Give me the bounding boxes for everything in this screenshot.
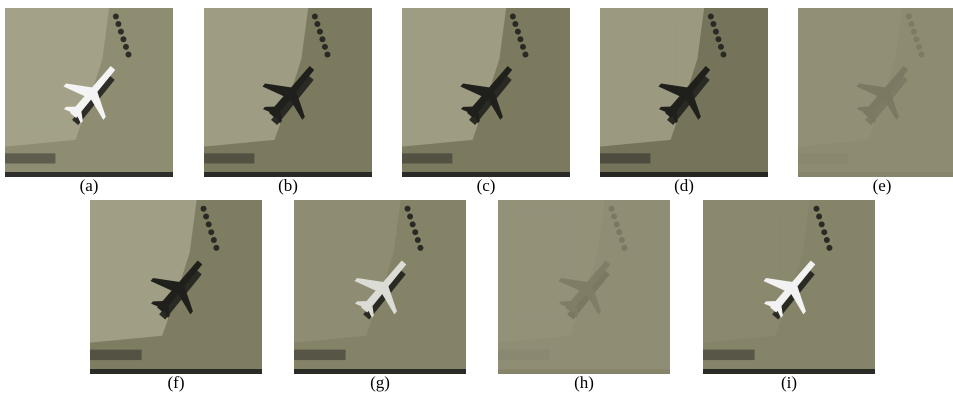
panel-label: (f): [168, 373, 185, 392]
panel-image: [5, 8, 173, 177]
panel-image: [703, 200, 875, 374]
vehicle-dot: [614, 221, 620, 227]
vehicle-dot: [322, 44, 328, 50]
vehicle-dot: [814, 206, 820, 212]
panel-label: (b): [278, 176, 298, 195]
vehicle-dot: [826, 245, 832, 251]
vehicle-dot: [715, 36, 721, 42]
panel-image: [294, 200, 466, 374]
vehicle-dot: [819, 221, 825, 227]
vehicle-dot: [713, 29, 719, 35]
vehicle-dot: [417, 245, 423, 251]
vehicle-dot: [720, 51, 726, 57]
vehicle-dot: [125, 51, 131, 57]
vehicle-dot: [118, 29, 124, 35]
panel-label: (c): [477, 176, 496, 195]
dark-patch: [600, 153, 650, 163]
vehicle-dot: [113, 13, 119, 19]
vehicle-dot: [517, 36, 523, 42]
vehicle-dot: [120, 36, 126, 42]
vehicle-dot: [415, 237, 421, 243]
vehicle-dot: [906, 13, 912, 19]
vehicle-dot: [314, 21, 320, 27]
dark-patch: [294, 350, 346, 360]
dark-patch: [90, 350, 142, 360]
vehicle-dot: [908, 21, 914, 27]
dark-patch: [798, 153, 848, 163]
vehicle-dot: [213, 245, 219, 251]
vehicle-dot: [203, 214, 209, 220]
figure: (a) (b) (c) (d) (e) (f) (g) (h) (i): [0, 0, 953, 400]
vehicle-dot: [412, 229, 418, 235]
vehicle-dot: [916, 44, 922, 50]
vehicle-dot: [312, 13, 318, 19]
panel-image: [798, 8, 953, 177]
vehicle-dot: [123, 44, 129, 50]
vehicle-dot: [621, 245, 627, 251]
panel-label: (d): [674, 176, 694, 195]
panel-label: (h): [574, 373, 594, 392]
vehicle-dot: [317, 29, 323, 35]
vehicle-dot: [520, 44, 526, 50]
panel-image: [498, 200, 670, 374]
vehicle-dot: [206, 221, 212, 227]
vehicle-dot: [918, 51, 924, 57]
vehicle-dot: [512, 21, 518, 27]
panel-label: (g): [370, 373, 390, 392]
vehicle-dot: [510, 13, 516, 19]
dark-patch: [703, 350, 755, 360]
panel-image: [600, 8, 768, 177]
panel-label: (e): [873, 176, 892, 195]
vehicle-dot: [324, 51, 330, 57]
vehicle-dot: [115, 21, 121, 27]
vehicle-dot: [611, 214, 617, 220]
panel-image: [90, 200, 262, 374]
dark-patch: [5, 153, 55, 163]
dark-patch: [498, 350, 550, 360]
vehicle-dot: [609, 206, 615, 212]
vehicle-dot: [710, 21, 716, 27]
vehicle-dot: [522, 51, 528, 57]
vehicle-dot: [405, 206, 411, 212]
panel-label: (i): [781, 373, 797, 392]
vehicle-dot: [708, 13, 714, 19]
vehicle-dot: [201, 206, 207, 212]
vehicle-dot: [718, 44, 724, 50]
vehicle-dot: [911, 29, 917, 35]
vehicle-dot: [208, 229, 214, 235]
dark-patch: [402, 153, 452, 163]
vehicle-dot: [319, 36, 325, 42]
vehicle-dot: [913, 36, 919, 42]
panel-label: (a): [80, 176, 99, 195]
vehicle-dot: [619, 237, 625, 243]
dark-patch: [204, 153, 254, 163]
vehicle-dot: [616, 229, 622, 235]
panel-image: [204, 8, 372, 177]
vehicle-dot: [816, 214, 822, 220]
panel-image: [402, 8, 570, 177]
vehicle-dot: [821, 229, 827, 235]
vehicle-dot: [515, 29, 521, 35]
vehicle-dot: [407, 214, 413, 220]
vehicle-dot: [824, 237, 830, 243]
vehicle-dot: [410, 221, 416, 227]
vehicle-dot: [211, 237, 217, 243]
